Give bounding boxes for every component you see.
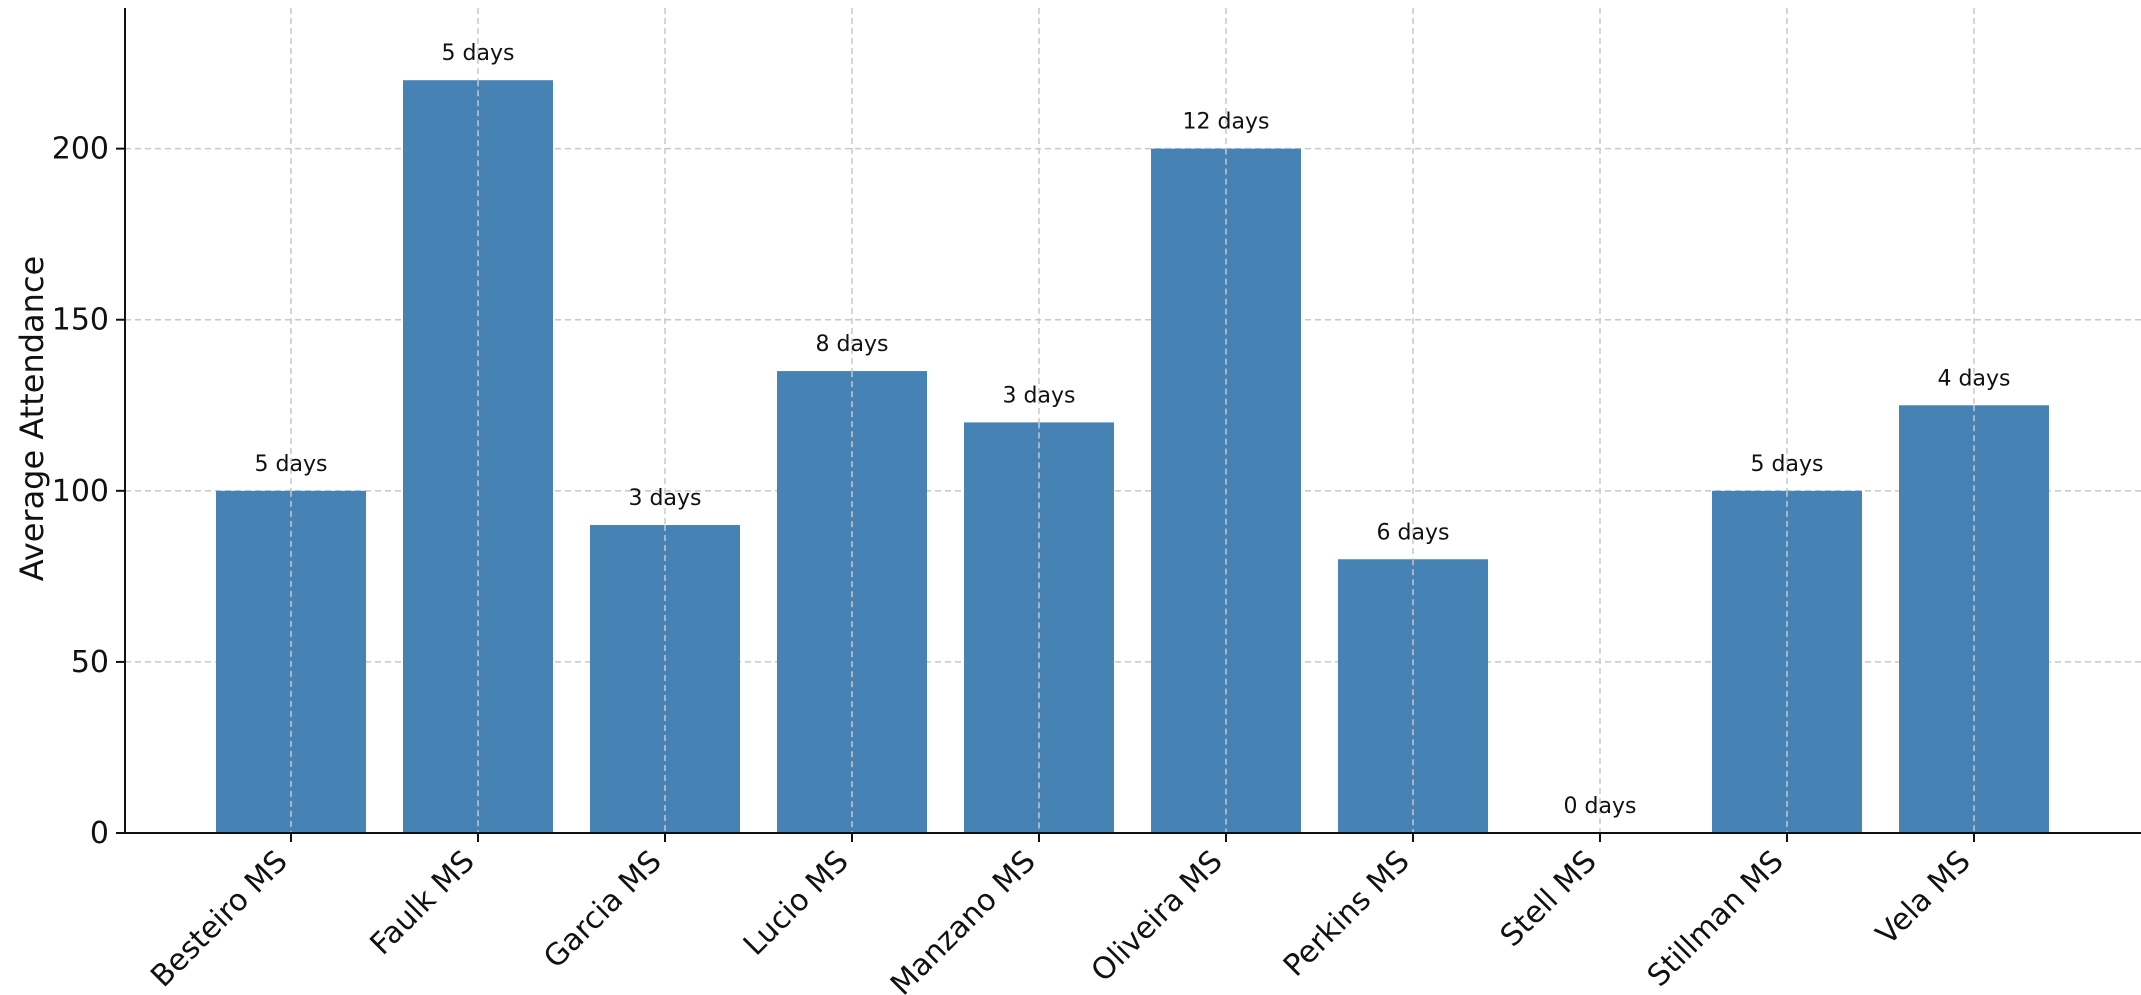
y-tick-label: 100 [52,474,109,509]
data-label: 12 days [1183,110,1270,135]
data-label: 3 days [1003,383,1076,408]
data-label: 6 days [1377,520,1450,545]
data-label: 5 days [255,452,328,477]
axes [116,8,2141,842]
y-tick-label: 50 [71,645,109,680]
data-label: 5 days [1751,452,1824,477]
y-tick-label: 200 [52,132,109,167]
y-tick-label: 150 [52,303,109,338]
x-tick-label: Faulk MS [364,844,482,962]
data-label: 5 days [442,41,515,66]
bars [216,80,2049,834]
y-tick-label: 0 [90,816,109,851]
x-tick-label: Lucio MS [737,844,856,963]
x-tick-label: Oliveira MS [1085,844,1230,989]
data-label: 8 days [816,332,889,357]
x-tick-label: Perkins MS [1277,844,1417,984]
x-tick-label: Garcia MS [537,844,669,976]
x-tick-label: Manzano MS [884,844,1043,995]
x-tick-label: Vela MS [1870,844,1978,952]
x-tick-label: Stell MS [1494,844,1604,954]
data-label: 3 days [629,486,702,511]
x-tick-label: Stillman MS [1641,844,1791,994]
y-axis-title: Average Attendance [13,256,51,581]
data-label: 0 days [1564,794,1637,819]
data-label: 4 days [1938,366,2011,391]
x-tick-label: Besteiro MS [144,844,294,994]
